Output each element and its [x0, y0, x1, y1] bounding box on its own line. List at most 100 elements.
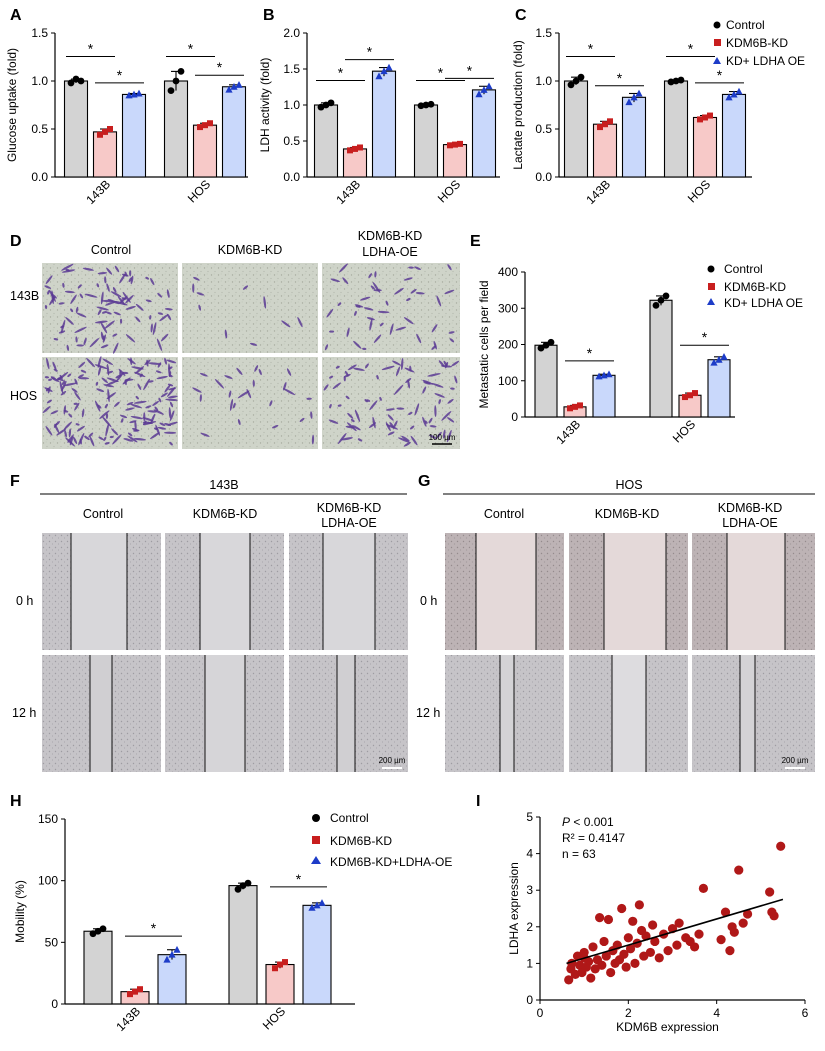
- bar: [371, 70, 397, 178]
- data-point: [167, 87, 175, 94]
- scatter-point: [738, 918, 748, 928]
- scatter-point: [729, 927, 739, 937]
- legend-e-kd: KDM6B-KD: [724, 280, 786, 294]
- bar: [413, 104, 439, 178]
- data-point: [547, 338, 555, 346]
- bar: [63, 80, 89, 178]
- data-point: [244, 879, 252, 887]
- y-tick-label: 150: [38, 812, 58, 826]
- significance-star: *: [217, 59, 223, 75]
- scatter-point: [564, 975, 574, 985]
- legend-e: Control KDM6B-KD KD+ LDHA OE: [707, 262, 803, 310]
- data-point: [347, 147, 353, 154]
- legend-h: Control KDM6B-KD KDM6B-KD+LDHA-OE: [311, 811, 452, 869]
- legend-abc-oe: KD+ LDHA OE: [726, 54, 805, 68]
- panel-f-row-12h: 12 h: [12, 706, 36, 720]
- panel-d-header-kd-oe-1: KDM6B-KD: [358, 229, 423, 243]
- scatter-point: [663, 945, 673, 956]
- bar: [471, 89, 497, 178]
- scatter-point: [601, 951, 611, 961]
- panel-label-a: A: [10, 7, 22, 24]
- stat-p-label: P: [562, 815, 570, 829]
- data-point: [457, 140, 463, 147]
- data-point: [235, 81, 243, 88]
- data-point: [207, 120, 213, 127]
- data-point: [567, 81, 575, 89]
- data-point: [630, 93, 638, 101]
- y-tick-label: 300: [498, 301, 518, 315]
- chart-i-correlation-scatter: 0 1 2 3 4 5 0 2 4 6 KDM6B expression LDHA expressio…: [507, 810, 809, 1034]
- x-tick-label: HOS: [670, 417, 698, 445]
- y-axis-label: LDH activity (fold): [258, 58, 272, 153]
- data-point: [485, 82, 493, 90]
- panel-g-wound-hos: HOS Control KDM6B-KD KDM6B-KD LDHA-OE 0 …: [416, 478, 815, 772]
- panel-f-title: 143B: [209, 478, 238, 492]
- x-tick-label: 143B: [113, 1004, 143, 1034]
- stat-p-value: P < 0.001: [562, 815, 614, 829]
- legend-triangle-oe: [311, 856, 321, 864]
- data-point: [137, 986, 143, 993]
- data-point: [172, 77, 180, 85]
- data-point: [102, 128, 108, 135]
- panel-label-g: G: [418, 473, 430, 490]
- scatter-point: [720, 907, 731, 917]
- scatter-point: [650, 936, 660, 947]
- panel-d-row-143b: 143B: [10, 289, 39, 303]
- data-point: [234, 885, 242, 893]
- transwell-image-hos-kd: [182, 357, 318, 449]
- data-point: [692, 390, 698, 397]
- bar: [592, 374, 616, 418]
- significance-star: *: [367, 44, 373, 60]
- bar: [228, 885, 258, 1005]
- x-axis-label: KDM6B expression: [616, 1020, 719, 1034]
- scatter-point: [628, 916, 638, 926]
- y-tick-label: 0.0: [31, 170, 48, 184]
- chart-h-mobility: 0 50 100 150 Mobility (%) 143B HOS * *: [13, 812, 355, 1034]
- y-axis-label: Glucose uptake (fold): [5, 48, 19, 162]
- data-point: [168, 950, 176, 958]
- data-point: [357, 144, 363, 151]
- y-axis-label: Mobility (%): [13, 880, 27, 943]
- y-tick-label: 100: [38, 874, 58, 888]
- legend-square-kd: [714, 39, 721, 46]
- transwell-image-143b-kd-oe: [322, 263, 460, 353]
- stat-n: n = 63: [562, 847, 596, 861]
- panel-d-transwell-images: Control KDM6B-KD KDM6B-KD LDHA-OE 143B H…: [10, 229, 460, 449]
- data-point: [97, 131, 103, 138]
- panel-f-header-kd-oe-1: KDM6B-KD: [317, 501, 382, 515]
- panel-d-header-kd: KDM6B-KD: [218, 243, 283, 257]
- y-tick-label: 2: [526, 920, 533, 934]
- legend-h-kd: KDM6B-KD: [330, 834, 392, 848]
- bar: [157, 954, 187, 1005]
- transwell-image-143b-kd: [182, 263, 318, 353]
- bar: [563, 80, 589, 178]
- data-point: [282, 959, 288, 966]
- scatter-point: [698, 883, 709, 893]
- data-point: [272, 965, 278, 972]
- data-point: [480, 86, 488, 93]
- scatter-point: [621, 962, 631, 972]
- scatter-point: [588, 942, 598, 952]
- y-tick-label: 0.5: [283, 134, 300, 148]
- bar: [721, 93, 747, 178]
- data-point: [625, 98, 633, 106]
- significance-star: *: [617, 70, 623, 86]
- data-point: [197, 124, 203, 131]
- x-tick-label: 143B: [333, 177, 363, 207]
- data-point: [313, 901, 321, 909]
- scatter-point: [599, 936, 609, 947]
- significance-star: *: [338, 65, 344, 81]
- data-point: [318, 899, 326, 906]
- data-point: [352, 145, 358, 152]
- data-point: [447, 142, 453, 149]
- scatter-point: [619, 949, 629, 959]
- scatter-point: [645, 947, 656, 958]
- significance-star: *: [688, 41, 694, 57]
- data-point: [577, 73, 585, 81]
- scatter-point: [765, 887, 775, 897]
- panel-i-stats: P < 0.001 R² = 0.4147 n = 63: [562, 815, 625, 861]
- data-point: [475, 90, 483, 98]
- bar: [221, 86, 247, 178]
- scatter-point: [672, 940, 682, 950]
